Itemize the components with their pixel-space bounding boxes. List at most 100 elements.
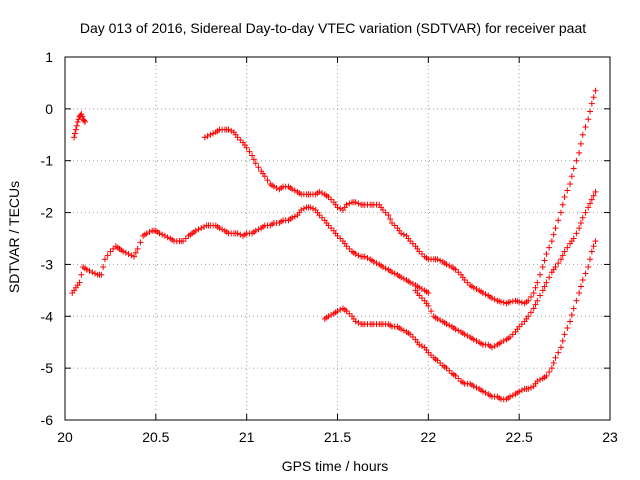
- data-point: [234, 230, 241, 237]
- data-point: [585, 264, 592, 271]
- data-point: [491, 296, 498, 303]
- y-axis-label: SDTVAR / TECUs: [6, 181, 22, 293]
- data-point: [567, 318, 574, 325]
- data-point: [261, 173, 268, 180]
- data-point: [532, 284, 539, 291]
- data-point: [527, 293, 534, 300]
- data-point: [452, 326, 459, 333]
- y-tick-label: -2: [41, 205, 54, 221]
- data-point: [319, 190, 326, 197]
- data-point: [418, 343, 425, 350]
- data-point: [498, 339, 504, 346]
- data-point: [104, 252, 111, 259]
- data-point: [128, 252, 135, 259]
- data-point: [516, 298, 523, 305]
- data-point: [534, 378, 541, 385]
- data-point: [146, 229, 153, 236]
- data-point: [579, 214, 586, 221]
- data-point: [219, 226, 226, 233]
- data-point: [527, 384, 534, 391]
- data-point: [346, 245, 353, 252]
- x-tick-label: 23: [602, 429, 618, 445]
- x-tick-label: 21.5: [324, 429, 351, 445]
- data-point: [559, 337, 566, 344]
- data-point: [355, 319, 362, 326]
- data-point: [488, 344, 495, 351]
- data-point: [389, 219, 395, 226]
- data-point: [355, 200, 362, 207]
- data-point: [576, 225, 583, 232]
- data-point: [570, 235, 577, 242]
- data-point: [343, 308, 350, 315]
- data-point: [325, 194, 332, 201]
- data-point: [464, 279, 471, 286]
- data-point: [525, 313, 532, 320]
- data-point: [207, 131, 214, 138]
- data-point: [573, 157, 580, 164]
- data-point: [398, 230, 405, 237]
- data-point: [249, 152, 256, 159]
- data-point: [530, 289, 537, 296]
- data-point: [548, 365, 555, 372]
- chart-title: Day 013 of 2016, Sidereal Day-to-day VTE…: [80, 20, 586, 36]
- data-point: [590, 243, 597, 250]
- data-point: [557, 209, 564, 216]
- data-point: [400, 231, 407, 238]
- y-tick-label: -5: [41, 360, 54, 376]
- y-tick-label: -4: [41, 308, 54, 324]
- data-point: [564, 324, 571, 331]
- x-tick-label: 22: [421, 429, 437, 445]
- data-point: [537, 292, 544, 299]
- data-point: [507, 334, 514, 341]
- series-seg1: [71, 111, 88, 141]
- data-point: [525, 385, 532, 392]
- data-point: [577, 219, 584, 226]
- data-point: [470, 336, 477, 343]
- data-point: [210, 130, 217, 137]
- data-point: [539, 287, 546, 294]
- data-point: [592, 188, 599, 195]
- data-point: [291, 213, 298, 220]
- data-point: [319, 214, 326, 221]
- data-point: [352, 318, 359, 325]
- y-tick-label: 0: [45, 101, 53, 117]
- data-point: [537, 376, 544, 383]
- data-point: [71, 130, 78, 137]
- data-point: [573, 297, 580, 304]
- data-point: [416, 248, 423, 255]
- data-point: [337, 205, 344, 212]
- data-point: [455, 375, 462, 382]
- data-point: [470, 383, 477, 390]
- data-point: [328, 225, 335, 232]
- data-point: [488, 295, 495, 302]
- data-point: [164, 234, 171, 241]
- data-point: [352, 251, 359, 258]
- data-point: [518, 299, 525, 306]
- data-point: [552, 354, 559, 361]
- data-point: [428, 352, 435, 359]
- data-point: [507, 298, 514, 305]
- data-point: [246, 148, 253, 155]
- data-point: [107, 248, 114, 255]
- series-seg5: [321, 238, 599, 403]
- data-point: [507, 393, 514, 400]
- data-point: [482, 291, 489, 298]
- data-point: [577, 140, 584, 147]
- data-point: [391, 222, 398, 229]
- data-point: [482, 389, 489, 396]
- data-point: [379, 206, 386, 213]
- data-point: [418, 295, 425, 302]
- data-point: [120, 248, 127, 255]
- data-point: [398, 326, 405, 333]
- data-point: [159, 231, 166, 238]
- data-point: [552, 225, 559, 232]
- y-tick-label: -1: [41, 153, 54, 169]
- data-point: [81, 117, 88, 124]
- data-point: [252, 227, 259, 234]
- data-point: [76, 279, 83, 286]
- data-point: [204, 133, 211, 140]
- data-point: [588, 100, 595, 107]
- data-point: [316, 212, 323, 219]
- x-tick-label: 20: [57, 429, 73, 445]
- data-point: [585, 204, 592, 211]
